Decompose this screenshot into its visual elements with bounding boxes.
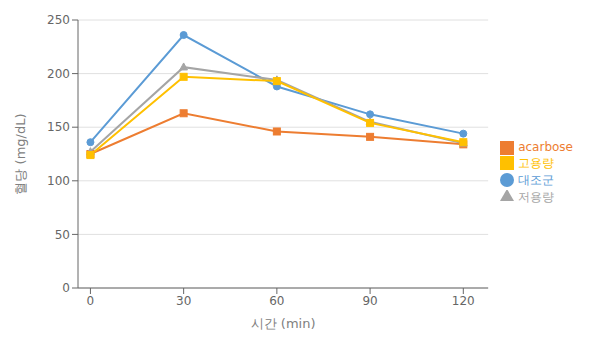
svg-text:90: 90: [362, 294, 377, 308]
html-text:저용량: 저용량: [518, 189, 555, 204]
html-text:고용량: 고용량: [518, 155, 555, 170]
svg-text:60: 60: [269, 294, 284, 308]
svg-text:0: 0: [87, 294, 95, 308]
svg-text:200: 200: [47, 67, 70, 81]
html-text:대조군: 대조군: [518, 172, 555, 187]
svg-text:120: 120: [452, 294, 475, 308]
svg-text:250: 250: [47, 13, 70, 27]
svg-text:150: 150: [47, 120, 70, 134]
svg-text:30: 30: [176, 294, 191, 308]
svg-text:혈당 (mg/dL): 혈당 (mg/dL): [13, 113, 28, 194]
svg-text:50: 50: [55, 228, 70, 242]
svg-text:0: 0: [62, 281, 70, 295]
svg-text:100: 100: [47, 174, 70, 188]
html-text:acarbose: acarbose: [518, 140, 573, 155]
svg-text:시간 (min): 시간 (min): [251, 316, 316, 331]
